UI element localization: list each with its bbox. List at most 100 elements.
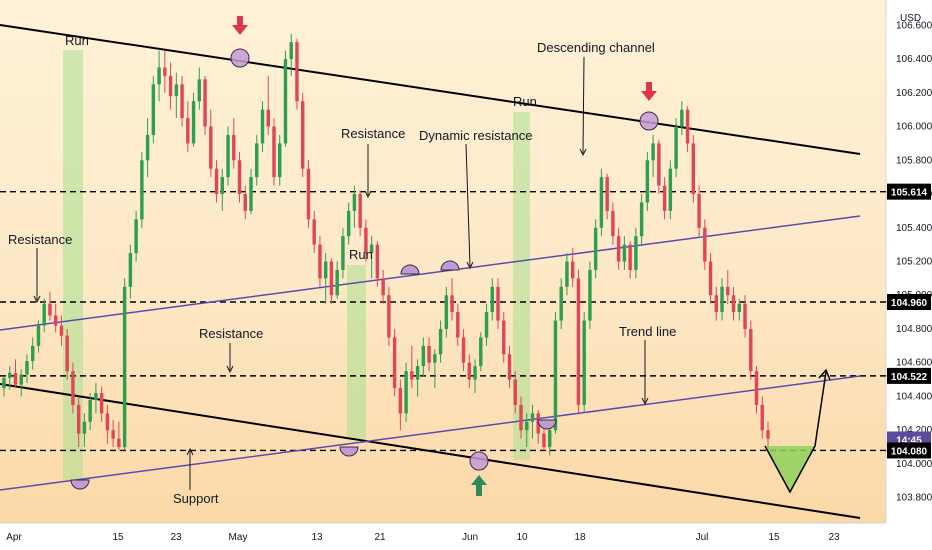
candle-body xyxy=(588,269,592,321)
candle-body xyxy=(358,194,362,228)
candle-body xyxy=(507,354,512,380)
x-tick-label: 18 xyxy=(574,532,586,543)
candle-body xyxy=(2,377,6,389)
touch-marker-half-4 xyxy=(400,264,420,275)
candle-body xyxy=(318,244,322,279)
candle-body xyxy=(36,325,41,346)
candle-body xyxy=(461,337,466,363)
y-tick-label: 104.400 xyxy=(896,391,932,402)
candle-body xyxy=(605,177,609,211)
candle-body xyxy=(48,303,52,316)
x-tick-label: 23 xyxy=(828,532,840,543)
candle-body xyxy=(364,227,368,254)
y-tick-label: 103.800 xyxy=(896,493,932,504)
candle-body xyxy=(111,430,115,439)
run-label-1: Run xyxy=(65,33,89,48)
candle-body xyxy=(519,404,523,431)
run-zone-3 xyxy=(513,112,530,460)
candle-body xyxy=(766,430,770,439)
arrow-down-icon xyxy=(232,16,248,35)
candle-body xyxy=(266,109,270,127)
candle-body xyxy=(737,303,742,313)
price-tag-label: 104.522 xyxy=(891,372,928,383)
channel-upper-line xyxy=(0,24,861,155)
candle-body xyxy=(697,194,701,228)
candle-body xyxy=(226,134,230,178)
candle-body xyxy=(335,269,339,296)
candle-body xyxy=(59,325,64,336)
candle-body xyxy=(450,295,454,313)
candle-body xyxy=(662,185,667,211)
candle-body xyxy=(8,372,12,378)
touch-marker-half-5 xyxy=(440,260,460,271)
candle-body xyxy=(203,79,207,127)
candle-body xyxy=(19,374,23,385)
candle-body xyxy=(616,236,621,262)
candle-body xyxy=(651,143,655,161)
candle-body xyxy=(749,328,753,372)
candle-body xyxy=(145,134,150,161)
y-tick-label: 105.800 xyxy=(896,155,932,166)
candle-body xyxy=(295,42,299,102)
candle-body xyxy=(731,295,736,313)
touch-markers xyxy=(70,48,659,490)
candle-body xyxy=(220,177,225,195)
time-axis-background xyxy=(0,523,886,550)
candle-body xyxy=(668,168,673,211)
price-tag-box xyxy=(887,293,931,310)
candle-body xyxy=(410,371,414,380)
candle-body xyxy=(599,177,604,228)
candle-body xyxy=(490,286,494,313)
candle-body xyxy=(117,438,121,448)
candle-body xyxy=(300,101,305,169)
candle-body xyxy=(82,421,87,434)
x-tick-label: 15 xyxy=(768,532,780,543)
candle-body xyxy=(582,320,586,405)
candle-body xyxy=(456,312,460,338)
candle-body xyxy=(76,404,81,434)
candle-body xyxy=(42,303,46,326)
candle-body xyxy=(94,393,98,400)
candle-body xyxy=(197,79,202,102)
run-zone-2 xyxy=(347,265,366,440)
candle-body xyxy=(496,286,500,321)
candle-body xyxy=(484,312,489,338)
candle-body xyxy=(467,362,472,380)
resistance-middle-label: Resistance xyxy=(199,326,263,341)
price-tag-box xyxy=(887,183,931,200)
touch-marker-half-1 xyxy=(70,479,90,490)
arrow-down-icon xyxy=(641,82,657,101)
plot-background xyxy=(0,0,886,523)
support-trend-line xyxy=(0,375,861,491)
candle-body xyxy=(375,244,380,279)
candle-body xyxy=(634,236,638,270)
candle-body xyxy=(243,194,247,211)
candle-body xyxy=(209,126,213,169)
x-tick-label: 15 xyxy=(112,532,124,543)
arrow-up-icon xyxy=(471,475,487,496)
touch-marker-half-3 xyxy=(537,419,557,430)
candle-body xyxy=(99,393,104,414)
candle-body xyxy=(157,67,161,85)
dashed-levels xyxy=(0,190,886,452)
candle-body xyxy=(122,286,127,448)
dynamic-resistance-line xyxy=(0,215,861,331)
y-tick-label: 105.400 xyxy=(896,223,932,234)
x-tick-label: Jun xyxy=(462,532,478,543)
y-tick-label: 104.600 xyxy=(896,358,932,369)
candle-body xyxy=(163,67,167,76)
candle-body xyxy=(174,84,179,97)
x-tick-label: 10 xyxy=(516,532,528,543)
candle-body xyxy=(214,168,219,195)
candle-body xyxy=(553,320,558,431)
candle-body xyxy=(404,371,408,414)
candle-body xyxy=(30,345,35,362)
candle-body xyxy=(530,413,535,422)
candle-body xyxy=(341,236,345,270)
projection-path xyxy=(764,368,831,494)
candle-body xyxy=(657,143,661,186)
candle-body xyxy=(611,210,615,237)
candle-body xyxy=(639,202,644,237)
y-axis-ticks: 103.800 104.000 104.200 104.400 104.600 104.8… xyxy=(896,20,932,503)
